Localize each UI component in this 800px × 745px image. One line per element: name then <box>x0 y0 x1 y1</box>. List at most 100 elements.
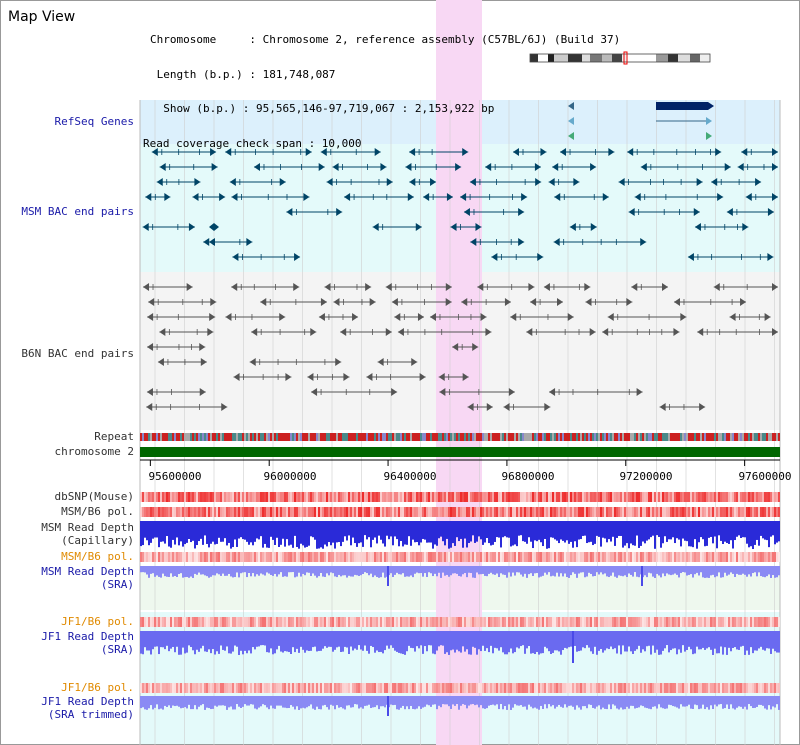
msm-sra-depth-bar <box>248 566 250 573</box>
dbsnp-heat <box>222 492 224 502</box>
jf1-b6-pol-heat <box>284 617 286 627</box>
msm-b6-pol-heat <box>180 507 182 517</box>
show-range-info: Show (b.p.) : 95,565,146-97,719,067 : 2,… <box>150 102 495 115</box>
track-label-msm-depth-cap[interactable]: MSM Read Depth <box>41 521 134 534</box>
dbsnp-heat <box>318 492 320 502</box>
jf1-b6-pol-heat <box>532 617 534 627</box>
dbsnp-heat <box>688 492 690 502</box>
repeat-segment <box>566 433 568 441</box>
jf1-trimmed-depth-bar <box>376 696 378 706</box>
jf1-b6-pol-heat <box>652 617 654 627</box>
repeat-segment <box>468 433 470 441</box>
msm-b6-pol-heat-2 <box>164 552 166 562</box>
msm-b6-pol-heat-2 <box>438 552 440 562</box>
dbsnp-heat <box>428 492 430 502</box>
msm-b6-pol-heat-2 <box>402 552 404 562</box>
msm-b6-pol-heat-2 <box>166 552 168 562</box>
msm-b6-pol-heat <box>634 507 636 517</box>
jf1-b6-pol-heat <box>410 617 412 627</box>
msm-sra-depth-bar <box>480 566 482 575</box>
msm-b6-pol-heat <box>144 507 146 517</box>
msm-capillary-depth-bar <box>648 521 650 540</box>
dbsnp-heat <box>150 492 152 502</box>
msm-b6-pol-heat <box>654 507 656 517</box>
msm-b6-pol-heat-2 <box>724 552 726 562</box>
jf1-trimmed-depth-bar <box>480 696 482 706</box>
jf1-b6-pol-heat <box>656 617 658 627</box>
msm-capillary-depth-bar <box>650 521 652 538</box>
jf1-depth-bar <box>634 631 636 651</box>
msm-b6-pol-heat-2 <box>158 552 160 562</box>
repeat-segment <box>328 433 330 441</box>
jf1-b6-pol-heat <box>332 617 334 627</box>
jf1-depth-bar <box>366 631 368 651</box>
msm-sra-depth-bar <box>448 566 450 577</box>
msm-sra-depth-bar <box>354 566 356 575</box>
jf1-trimmed-depth-bar <box>636 696 638 708</box>
msm-b6-pol-heat-2 <box>754 552 756 562</box>
jf1-trimmed-depth-bar <box>420 696 422 709</box>
track-label-b6n-bac[interactable]: B6N BAC end pairs <box>21 347 134 360</box>
jf1-b6-pol-heat-2 <box>730 683 732 693</box>
msm-b6-pol-heat <box>230 507 232 517</box>
track-label-jf1-b6-pol-2[interactable]: JF1/B6 pol. <box>61 681 134 694</box>
dbsnp-heat <box>762 492 764 502</box>
msm-b6-pol-heat <box>464 507 466 517</box>
msm-b6-pol-heat <box>322 507 324 517</box>
msm-b6-pol-heat <box>204 507 206 517</box>
msm-capillary-depth-bar <box>562 521 564 541</box>
track-label-jf1-trimmed[interactable]: JF1 Read Depth <box>41 695 134 708</box>
msm-b6-pol-heat <box>440 507 442 517</box>
repeat-segment <box>478 433 480 441</box>
track-label-refseq[interactable]: RefSeq Genes <box>54 115 134 128</box>
msm-capillary-depth-bar <box>198 521 200 542</box>
track-label-jf1-depth[interactable]: JF1 Read Depth <box>41 630 134 643</box>
jf1-b6-pol-heat <box>212 617 214 627</box>
track-label-msm-depth-sra[interactable]: MSM Read Depth <box>41 565 134 578</box>
dbsnp-heat <box>392 492 394 502</box>
jf1-depth-bar <box>478 631 480 650</box>
track-label-msm-b6-pol-1[interactable]: MSM/B6 pol. <box>61 505 134 518</box>
dbsnp-heat <box>350 492 352 502</box>
msm-capillary-depth-bar <box>304 521 306 548</box>
dbsnp-heat <box>636 492 638 502</box>
repeat-segment <box>356 433 358 441</box>
dbsnp-heat <box>478 492 480 502</box>
jf1-b6-pol-heat-2 <box>406 683 408 693</box>
jf1-trimmed-depth-bar <box>468 696 470 706</box>
msm-bac-pair-end <box>318 163 325 171</box>
msm-sra-depth-bar <box>528 566 530 575</box>
jf1-b6-pol-heat <box>716 617 718 627</box>
track-label-dbsnp[interactable]: dbSNP(Mouse) <box>54 490 134 503</box>
jf1-b6-pol-heat <box>182 617 184 627</box>
msm-capillary-depth-bar <box>652 521 654 536</box>
jf1-b6-pol-heat-2 <box>466 683 468 693</box>
msm-b6-pol-heat-2 <box>718 552 720 562</box>
msm-sra-depth-bar <box>736 566 738 574</box>
msm-sra-depth-bar <box>540 566 542 577</box>
msm-b6-pol-heat-2 <box>666 552 668 562</box>
jf1-b6-pol-heat <box>560 617 562 627</box>
jf1-b6-pol-heat-2 <box>506 683 508 693</box>
dbsnp-heat <box>198 492 200 502</box>
dbsnp-heat <box>420 492 422 502</box>
msm-b6-pol-heat <box>388 507 390 517</box>
repeat-segment <box>300 433 302 441</box>
jf1-depth-bar <box>486 631 488 649</box>
msm-capillary-depth-bar <box>744 521 746 538</box>
jf1-depth-bar <box>170 631 172 649</box>
jf1-b6-pol-heat <box>226 617 228 627</box>
msm-sra-depth-bar <box>734 566 736 577</box>
msm-sra-depth-bar <box>308 566 310 573</box>
track-label-jf1-b6-pol-1[interactable]: JF1/B6 pol. <box>61 615 134 628</box>
jf1-depth-bar <box>458 631 460 652</box>
track-label-msm-b6-pol-2[interactable]: MSM/B6 pol. <box>61 550 134 563</box>
repeat-segment <box>144 433 146 441</box>
msm-capillary-depth-bar <box>578 521 580 540</box>
msm-b6-pol-heat-2 <box>516 552 518 562</box>
msm-b6-pol-heat <box>162 507 164 517</box>
track-label-msm-bac[interactable]: MSM BAC end pairs <box>21 205 134 218</box>
msm-capillary-depth-bar <box>310 521 312 537</box>
msm-b6-pol-heat-2 <box>140 552 142 562</box>
